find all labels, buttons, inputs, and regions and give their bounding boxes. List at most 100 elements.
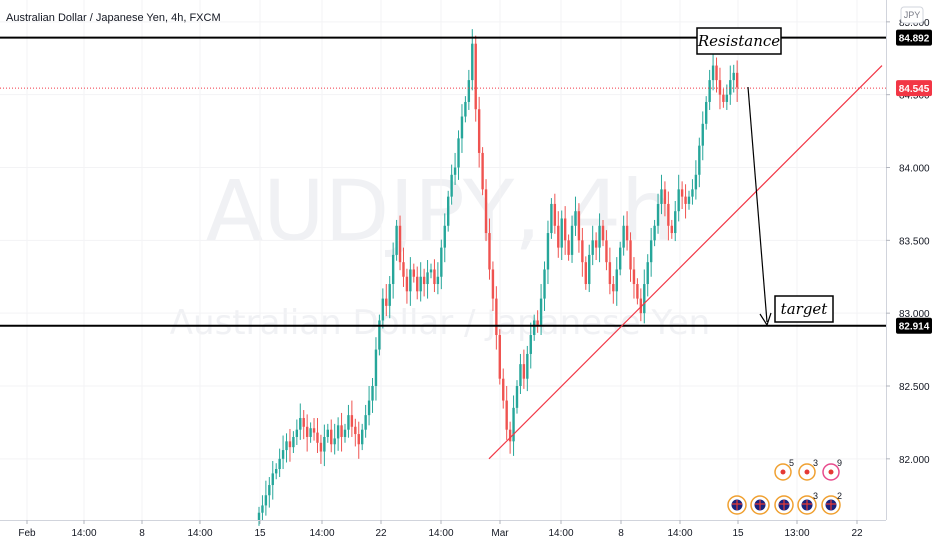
target-callout[interactable]: target <box>774 295 834 323</box>
candle-body <box>522 364 526 379</box>
candle-body <box>419 276 422 292</box>
event-marker-0[interactable]: 5 <box>774 458 794 481</box>
candle-body <box>422 276 426 285</box>
candle-body <box>409 269 412 292</box>
price-tick-label: 84.000 <box>899 164 930 175</box>
candle-body <box>326 429 329 437</box>
candle-body <box>735 72 739 88</box>
candle-body <box>636 284 639 299</box>
candle-body <box>560 218 563 248</box>
price-tick-label: 82.000 <box>899 455 930 466</box>
event-dot-icon <box>780 469 786 475</box>
candle-body <box>288 441 292 448</box>
candle-body <box>687 196 691 204</box>
candle-body <box>364 415 367 430</box>
candle-body <box>653 225 656 241</box>
candle-body <box>732 72 735 81</box>
candle-body <box>257 512 261 520</box>
event-marker-2[interactable]: 9 <box>822 458 842 481</box>
candle-body <box>343 429 347 437</box>
candle-body <box>536 320 539 325</box>
time-tick-label: 14:00 <box>428 528 453 539</box>
candle-body <box>295 429 299 437</box>
candle-body <box>625 225 629 241</box>
event-count: 2 <box>837 491 842 501</box>
resistance-callout[interactable]: Resistance <box>696 27 782 55</box>
flag-cross <box>732 500 742 510</box>
candle-body <box>378 320 381 350</box>
candle-body <box>330 429 333 445</box>
event-count: 3 <box>813 491 818 501</box>
candle-body <box>385 298 388 306</box>
candle-body <box>546 233 550 270</box>
candle-body <box>725 94 729 102</box>
candle-body <box>436 276 440 285</box>
candle-body <box>292 436 295 448</box>
candle-body <box>708 80 711 102</box>
time-tick-label: 22 <box>851 528 863 539</box>
price-tick-label: 84.500 <box>899 91 930 102</box>
candle-body <box>629 240 632 270</box>
event-marker-1[interactable]: 3 <box>798 458 818 481</box>
currency-button[interactable]: JPY <box>900 6 924 24</box>
candle-body <box>316 432 319 443</box>
candle-body <box>515 385 519 408</box>
candle-body <box>639 298 643 314</box>
candle-body <box>674 211 677 234</box>
candle-body <box>467 80 471 102</box>
candle-body <box>498 335 501 379</box>
time-tick-label: 15 <box>254 528 266 539</box>
event-flag-4[interactable]: 3 <box>797 491 818 515</box>
candle-body <box>412 269 415 277</box>
candle-body <box>574 211 577 226</box>
candle-body <box>361 429 364 445</box>
candle-body <box>447 196 450 226</box>
watermark-name: Australian Dollar / Japanese Yen <box>170 303 710 343</box>
event-flag-5[interactable]: 2 <box>821 491 842 515</box>
resistance-callout-text: Resistance <box>697 32 780 50</box>
target-price-label: 82.914 <box>899 322 930 333</box>
current-price-tag <box>896 80 932 97</box>
time-axis[interactable]: Feb 14:00 8 14:00 15 14:00 22 14:00 Mar 14:00 8 14:… <box>0 520 886 539</box>
flag-cross <box>779 500 789 510</box>
candle-body <box>302 418 305 427</box>
candle-body <box>271 473 274 486</box>
candle-body <box>605 240 608 263</box>
economic-events[interactable]: 5 3 9 3 2 <box>727 458 842 515</box>
event-count: 9 <box>837 458 842 468</box>
event-flag-1[interactable] <box>727 495 747 515</box>
candle-body <box>395 225 398 255</box>
candle-body <box>660 189 663 204</box>
price-tick-label: 82.500 <box>899 382 930 393</box>
candle-body <box>608 262 612 285</box>
candle-body <box>622 225 625 248</box>
candle-body <box>264 495 268 506</box>
candle-body <box>680 189 684 197</box>
candle-body <box>350 415 354 427</box>
candle-body <box>388 284 391 306</box>
candle-body <box>484 189 488 234</box>
candle-body <box>533 320 536 336</box>
event-flag-2[interactable] <box>750 495 770 515</box>
candle-body <box>643 284 646 314</box>
candle-body <box>601 225 605 241</box>
candle-body <box>722 94 725 102</box>
candle-body <box>367 400 371 416</box>
event-flag-3[interactable] <box>774 495 794 515</box>
candle-body <box>333 438 336 445</box>
candle-body <box>539 298 543 325</box>
candle-body <box>340 425 343 437</box>
candle-body <box>718 80 722 95</box>
time-tick-label: 8 <box>139 528 145 539</box>
candle-body <box>405 276 409 292</box>
candle-body <box>632 269 636 285</box>
target-price-tag <box>896 317 932 334</box>
candle-body <box>649 240 653 263</box>
candle-body <box>275 469 278 474</box>
candle-body <box>505 400 508 430</box>
support-trendline[interactable] <box>488 65 883 460</box>
candle-body <box>319 442 323 452</box>
candle-body <box>440 247 443 277</box>
target-arrow[interactable] <box>747 86 768 323</box>
